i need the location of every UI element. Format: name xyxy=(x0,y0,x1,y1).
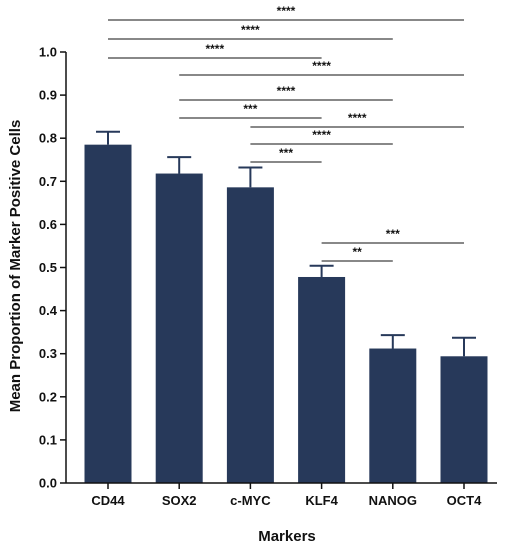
y-axis-title: Mean Proportion of Marker Positive Cells xyxy=(7,120,24,413)
y-tick-label: 0.8 xyxy=(39,131,57,146)
x-tick-label: CD44 xyxy=(91,493,125,508)
significance-label: **** xyxy=(312,128,331,142)
y-tick-label: 0.7 xyxy=(39,174,57,189)
y-tick-label: 0.0 xyxy=(39,476,57,491)
y-tick-label: 0.1 xyxy=(39,432,57,447)
significance-label: **** xyxy=(205,42,224,56)
y-tick-label: 0.6 xyxy=(39,217,57,232)
x-axis-title: Markers xyxy=(258,528,316,545)
significance-label: **** xyxy=(348,111,367,125)
x-tick-label: KLF4 xyxy=(305,493,338,508)
significance-label: **** xyxy=(241,23,260,37)
bar-sox2 xyxy=(155,173,203,484)
bars-group xyxy=(84,144,488,484)
y-tick-label: 0.2 xyxy=(39,389,57,404)
bar-klf4 xyxy=(298,276,346,483)
bar-oct4 xyxy=(440,356,488,483)
x-tick-label: c-MYC xyxy=(230,493,271,508)
significance-label: **** xyxy=(277,84,296,98)
x-tick-label: NANOG xyxy=(369,493,417,508)
y-tick-label: 0.5 xyxy=(39,260,57,275)
significance-label: *** xyxy=(243,102,257,116)
y-tick-label: 1.0 xyxy=(39,45,57,60)
y-tick-label: 0.4 xyxy=(39,303,58,318)
significance-label: *** xyxy=(386,227,400,241)
significance-label: ** xyxy=(353,245,363,259)
x-axis: CD44 SOX2 c-MYC KLF4 NANOG OCT4 xyxy=(66,482,497,508)
significance-label: **** xyxy=(312,59,331,73)
bar-cd44 xyxy=(84,144,132,484)
bar-c-myc xyxy=(226,187,274,484)
x-tick-label: SOX2 xyxy=(162,493,197,508)
error-bars-group xyxy=(96,130,476,357)
bar-nanog xyxy=(369,348,417,483)
significance-label: **** xyxy=(277,4,296,18)
significance-label: *** xyxy=(279,146,293,160)
y-axis: 0.0 0.1 0.2 0.3 0.4 0.5 0.6 0.7 0.8 0.9 1.0 xyxy=(39,45,67,491)
y-tick-label: 0.3 xyxy=(39,346,57,361)
x-tick-label: OCT4 xyxy=(447,493,482,508)
y-tick-label: 0.9 xyxy=(39,88,57,103)
significance-brackets-group: *************************************** xyxy=(108,4,464,262)
